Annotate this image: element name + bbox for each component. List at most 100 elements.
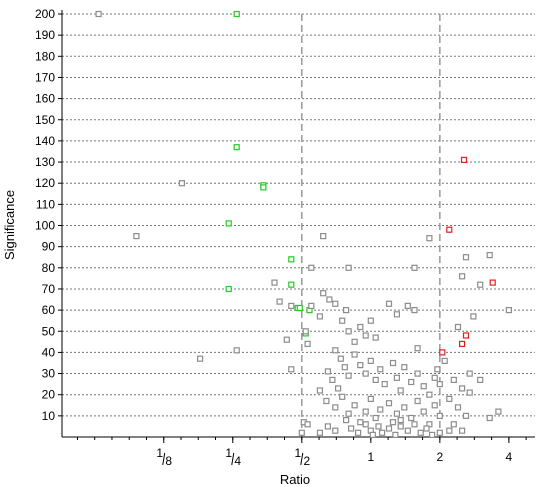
data-point-gray-39	[372, 334, 379, 341]
data-point-gray-47	[341, 364, 348, 371]
data-point-gray-49	[324, 368, 331, 375]
data-point-red-1	[446, 226, 453, 233]
data-point-red-5	[439, 349, 446, 356]
data-point-gray-73	[345, 410, 352, 417]
axes	[58, 10, 535, 443]
data-point-gray-99	[369, 431, 376, 438]
data-point-gray-67	[431, 374, 438, 381]
y-tick-label-190: 190	[35, 28, 55, 42]
x-tick-fraction-slash	[300, 452, 304, 466]
data-point-gray-42	[404, 302, 411, 309]
data-point-gray-27	[308, 302, 315, 309]
data-point-green-6	[288, 281, 295, 288]
data-point-red-3	[462, 332, 470, 339]
data-point-gray-4	[308, 264, 315, 271]
data-point-gray-12	[505, 307, 512, 314]
data-point-gray-45	[332, 347, 339, 354]
data-point-gray-87	[420, 408, 427, 415]
x-tick-numerator: 1	[225, 446, 232, 460]
data-point-gray-112	[459, 385, 466, 392]
data-point-gray-125	[441, 357, 448, 364]
data-point-gray-84	[401, 404, 408, 411]
y-tick-label-20: 20	[42, 388, 56, 402]
data-point-gray-123	[466, 370, 473, 377]
data-point-gray-15	[271, 279, 278, 286]
y-axis-title: Significance	[2, 190, 17, 260]
data-point-gray-78	[372, 414, 379, 422]
data-point-gray-71	[332, 404, 339, 411]
data-point-gray-3	[320, 233, 327, 240]
data-point-gray-30	[332, 300, 339, 307]
data-point-gray-121	[495, 408, 502, 415]
data-point-gray-55	[367, 357, 374, 364]
data-point-gray-117	[450, 421, 457, 428]
data-point-gray-76	[362, 408, 369, 415]
data-point-gray-68	[436, 381, 443, 388]
data-point-gray-66	[426, 391, 433, 398]
data-point-gray-13	[470, 313, 477, 320]
data-points	[95, 10, 512, 438]
gridlines	[62, 13, 535, 417]
x-tick-label-0.25: 14	[225, 446, 241, 468]
x-tick-denominator: 8	[165, 454, 172, 468]
x-tick-text: 4	[506, 450, 513, 464]
data-point-gray-72	[339, 393, 346, 400]
data-point-gray-61	[397, 387, 404, 394]
y-tick-label-160: 160	[35, 92, 55, 106]
data-point-gray-94	[343, 417, 350, 424]
x-tick-fraction-slash	[162, 452, 166, 466]
x-tick-text: 1	[367, 450, 374, 464]
data-point-gray-109	[429, 431, 436, 438]
data-point-gray-8	[486, 252, 493, 259]
data-point-gray-107	[417, 429, 424, 436]
data-point-gray-33	[339, 317, 346, 324]
data-point-gray-52	[351, 351, 358, 358]
data-point-gray-113	[466, 389, 473, 396]
x-tick-label-4: 4	[506, 450, 513, 464]
data-point-gray-11	[477, 281, 484, 288]
data-point-gray-90	[436, 412, 443, 419]
data-point-gray-25	[304, 421, 311, 428]
data-point-gray-114	[446, 395, 453, 402]
data-point-gray-119	[477, 376, 484, 383]
data-point-gray-22	[302, 328, 309, 335]
data-point-gray-105	[404, 427, 411, 434]
data-point-gray-81	[389, 419, 397, 426]
data-point-gray-96	[355, 429, 362, 436]
data-point-gray-29	[326, 296, 333, 303]
data-point-gray-75	[357, 419, 364, 426]
data-point-gray-124	[434, 366, 441, 373]
data-point-gray-43	[411, 307, 418, 314]
data-point-gray-110	[436, 429, 443, 436]
data-point-gray-60	[393, 374, 400, 381]
data-point-gray-19	[233, 347, 240, 354]
data-point-gray-57	[377, 366, 384, 373]
data-point-gray-74	[351, 402, 358, 409]
y-tick-label-70: 70	[42, 282, 56, 296]
data-point-gray-7	[411, 264, 418, 271]
data-point-gray-10	[459, 273, 466, 280]
data-point-gray-69	[316, 387, 323, 394]
data-point-gray-106	[411, 421, 418, 428]
data-point-gray-1	[178, 180, 185, 187]
data-point-gray-21	[288, 366, 295, 373]
data-point-gray-9	[462, 254, 470, 261]
data-point-gray-35	[351, 338, 358, 345]
data-point-gray-101	[379, 429, 386, 436]
data-point-gray-46	[337, 355, 344, 362]
data-point-gray-115	[454, 404, 462, 411]
data-point-gray-5	[345, 264, 352, 271]
x-tick-label-0.125: 18	[156, 446, 172, 468]
data-point-gray-62	[401, 364, 408, 371]
data-point-gray-97	[362, 421, 369, 428]
y-tick-label-60: 60	[42, 303, 56, 317]
data-point-gray-26	[298, 429, 305, 436]
y-tick-label-50: 50	[42, 324, 56, 338]
data-point-gray-92	[324, 423, 331, 430]
y-tick-label-200: 200	[35, 7, 55, 21]
data-point-gray-80	[385, 400, 393, 407]
y-tick-label-150: 150	[35, 113, 55, 127]
y-tick-label-40: 40	[42, 345, 56, 359]
y-tick-label-170: 170	[35, 70, 55, 84]
